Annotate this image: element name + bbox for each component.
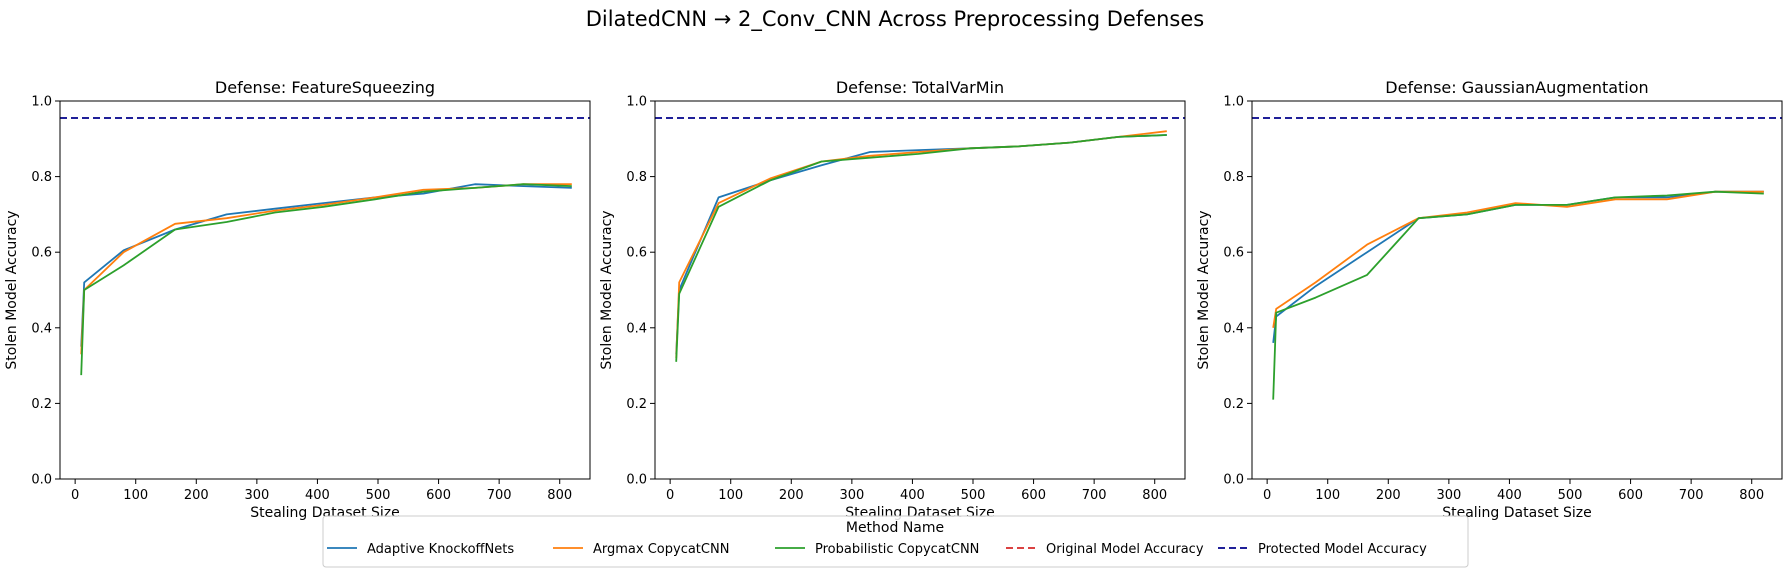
y-tick-label: 1.0 bbox=[31, 95, 52, 110]
plot-area bbox=[655, 101, 1185, 479]
x-tick-label: 300 bbox=[244, 488, 269, 503]
x-tick-label: 500 bbox=[366, 488, 391, 503]
y-axis-label: Stolen Model Accuracy bbox=[599, 210, 615, 369]
y-axis-label: Stolen Model Accuracy bbox=[1196, 210, 1212, 369]
y-tick-label: 0.2 bbox=[626, 397, 647, 412]
y-tick-label: 1.0 bbox=[626, 95, 647, 110]
series-line-2 bbox=[1272, 190, 1764, 328]
panel-3: 0 100 200 300 400 500 600 700 800 0.0 0.2 0.4 0.6 0.8… bbox=[1196, 78, 1783, 521]
y-tick-label: 0.8 bbox=[626, 170, 647, 185]
x-tick-label: 400 bbox=[1497, 488, 1522, 503]
x-tick-label: 200 bbox=[779, 488, 804, 503]
x-tick-label: 500 bbox=[961, 488, 986, 503]
legend-label-2: Argmax CopycatCNN bbox=[593, 542, 729, 557]
panel-title: Defense: TotalVarMin bbox=[836, 78, 1004, 97]
x-tick-label: 0 bbox=[71, 488, 79, 503]
y-tick-label: 0.4 bbox=[31, 321, 52, 336]
x-tick-label: 100 bbox=[123, 488, 148, 503]
legend: Method Name Adaptive KnockoffNets Argmax C… bbox=[322, 515, 1469, 568]
y-tick-label: 0.0 bbox=[31, 473, 52, 488]
legend-label-4: Original Model Accuracy bbox=[1046, 542, 1204, 557]
x-tick-label: 800 bbox=[547, 488, 572, 503]
plot-area bbox=[60, 101, 590, 479]
y-tick-label: 0.2 bbox=[1223, 397, 1244, 412]
x-tick-label: 600 bbox=[1021, 488, 1046, 503]
series-line-3 bbox=[1272, 190, 1764, 400]
axes-frame bbox=[1251, 100, 1783, 480]
x-tick-label: 300 bbox=[839, 488, 864, 503]
x-tick-label: 200 bbox=[184, 488, 209, 503]
series-line-3 bbox=[80, 183, 572, 376]
y-tick-label: 0.8 bbox=[31, 170, 52, 185]
x-tick-label: 800 bbox=[1142, 488, 1167, 503]
x-tick-label: 700 bbox=[1679, 488, 1704, 503]
panel-title: Defense: FeatureSqueezing bbox=[215, 78, 435, 97]
y-tick-label: 0.8 bbox=[1223, 170, 1244, 185]
y-tick-label: 0.0 bbox=[626, 473, 647, 488]
plot-area bbox=[1252, 101, 1782, 479]
y-tick-label: 0.6 bbox=[31, 246, 52, 261]
x-tick-label: 0 bbox=[1263, 488, 1271, 503]
y-tick-label: 0.6 bbox=[1223, 246, 1244, 261]
panel-title: Defense: GaussianAugmentation bbox=[1385, 78, 1648, 97]
legend-label-5: Protected Model Accuracy bbox=[1258, 542, 1427, 557]
x-tick-label: 200 bbox=[1376, 488, 1401, 503]
x-tick-label: 600 bbox=[1618, 488, 1643, 503]
x-tick-label: 600 bbox=[426, 488, 451, 503]
panel-1: 0 100 200 300 400 500 600 700 800 0.0 0.2 0.4 0.6 0.8… bbox=[4, 78, 591, 521]
x-tick-label: 700 bbox=[1082, 488, 1107, 503]
y-axis-label: Stolen Model Accuracy bbox=[4, 210, 20, 369]
x-tick-label: 400 bbox=[900, 488, 925, 503]
x-axis-label: Stealing Dataset Size bbox=[1442, 505, 1592, 521]
y-tick-label: 0.4 bbox=[626, 321, 647, 336]
figure-suptitle: DilatedCNN → 2_Conv_CNN Across Preproces… bbox=[586, 7, 1204, 32]
legend-title: Method Name bbox=[846, 520, 944, 536]
y-tick-label: 0.2 bbox=[31, 397, 52, 412]
y-tick-label: 0.0 bbox=[1223, 473, 1244, 488]
x-tick-label: 500 bbox=[1558, 488, 1583, 503]
x-tick-label: 800 bbox=[1739, 488, 1764, 503]
legend-label-1: Adaptive KnockoffNets bbox=[367, 542, 514, 557]
y-tick-label: 1.0 bbox=[1223, 95, 1244, 110]
panel-2: 0 100 200 300 400 500 600 700 800 0.0 0.2 0.4 0.6 0.8… bbox=[599, 78, 1186, 521]
legend-label-3: Probabilistic CopycatCNN bbox=[815, 542, 979, 557]
axes-frame bbox=[59, 100, 591, 480]
x-tick-label: 0 bbox=[666, 488, 674, 503]
x-tick-label: 400 bbox=[305, 488, 330, 503]
y-tick-label: 0.6 bbox=[626, 246, 647, 261]
x-tick-label: 700 bbox=[487, 488, 512, 503]
legend-box bbox=[322, 515, 1469, 568]
axes-frame bbox=[654, 100, 1186, 480]
series-line-3 bbox=[675, 134, 1167, 362]
series-line-1 bbox=[80, 183, 572, 347]
x-tick-label: 300 bbox=[1436, 488, 1461, 503]
x-tick-label: 100 bbox=[718, 488, 743, 503]
y-tick-label: 0.4 bbox=[1223, 321, 1244, 336]
x-tick-label: 100 bbox=[1315, 488, 1340, 503]
